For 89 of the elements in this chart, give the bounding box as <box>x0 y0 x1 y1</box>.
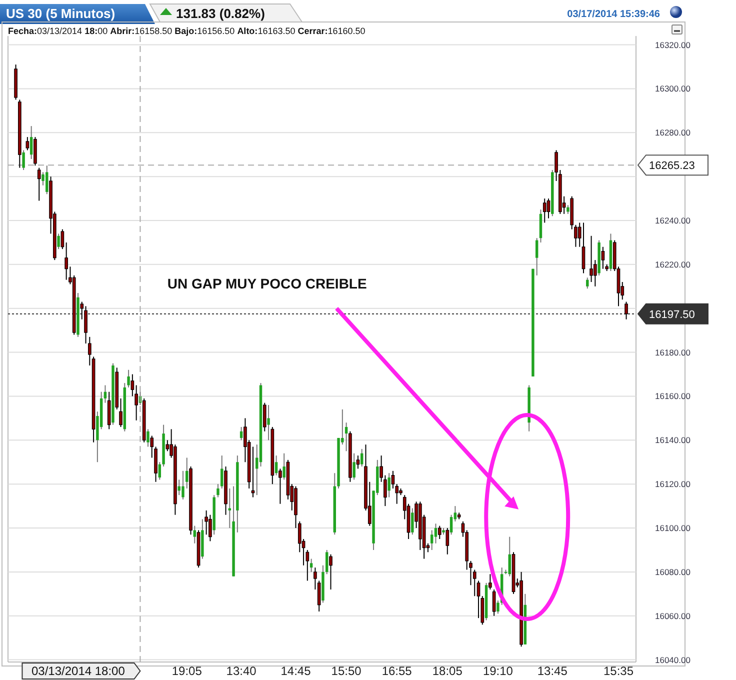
y-tick-label: 16300.00 <box>655 84 691 94</box>
candlestick <box>329 554 332 590</box>
candlestick <box>360 448 364 468</box>
candlestick <box>344 422 348 452</box>
candlestick <box>57 233 60 250</box>
candlestick <box>624 301 628 320</box>
y-tick-label: 16180.00 <box>655 347 691 358</box>
candlestick <box>472 569 476 597</box>
candlestick <box>22 150 25 170</box>
y-tick-label: 16100.00 <box>655 523 691 534</box>
candlestick <box>262 402 266 432</box>
candlestick <box>326 549 328 575</box>
y-tick-label: 16220.00 <box>655 259 691 270</box>
candlestick <box>492 589 496 616</box>
candlestick <box>146 428 150 448</box>
y-tick-label: 16280.00 <box>655 128 691 138</box>
candlestick <box>352 452 356 480</box>
candlestick <box>535 238 538 276</box>
crosshair: 03/13/2014 18:00 <box>22 36 141 680</box>
candlestick <box>182 470 184 500</box>
candlestick <box>411 508 414 536</box>
candlestick <box>37 167 41 202</box>
candlestick <box>220 455 224 489</box>
candlestick <box>216 484 220 498</box>
x-tick-label: 13:40 <box>226 664 257 678</box>
candlestick <box>582 222 586 274</box>
candlestick <box>60 228 64 250</box>
candlestick <box>508 536 511 577</box>
candlestick <box>430 530 434 550</box>
x-tick-label: 15:35 <box>603 664 634 678</box>
y-tick-label: 16080.00 <box>655 566 691 577</box>
candlestick <box>282 452 286 480</box>
x-tick-label: 19:10 <box>482 664 514 678</box>
candlestick <box>601 246 605 270</box>
candlestick <box>278 468 282 504</box>
y-tick-label: 16320.00 <box>655 40 691 50</box>
candlestick <box>434 523 438 544</box>
candlestick <box>267 404 270 441</box>
y-tick-label: 16060.00 <box>655 610 691 621</box>
candlestick <box>488 574 492 590</box>
annotation: UN GAP MUY POCO CREIBLE <box>167 276 367 292</box>
chart-title: US 30 (5 Minutos) <box>6 6 116 21</box>
candlestick <box>46 165 48 195</box>
candlestick <box>356 455 360 470</box>
candlestick <box>240 426 243 441</box>
ref-line-label: 16265.23 <box>649 160 695 172</box>
candlestick <box>104 384 107 404</box>
x-tick-label: 18:05 <box>432 664 463 678</box>
y-tick-label: 16140.00 <box>655 435 691 446</box>
candlestick <box>310 558 313 572</box>
x-tick-label: 13:45 <box>537 664 568 678</box>
candlestick <box>391 470 395 489</box>
candlestick <box>64 242 68 280</box>
ref-line-label: 16197.50 <box>649 308 695 321</box>
candlestick <box>26 136 30 151</box>
text: 03/17/2014 15:39:46 <box>567 9 660 20</box>
candlestick <box>438 525 442 540</box>
candlestick <box>193 525 196 544</box>
chart-subtitle: 131.83 (0.82%) <box>176 6 265 21</box>
candlestick <box>317 580 321 612</box>
candlestick <box>178 479 180 496</box>
candlestick <box>274 455 278 476</box>
candlestick <box>542 198 546 224</box>
candlestick <box>30 126 33 160</box>
candlestick <box>496 600 500 614</box>
candlestick <box>314 567 317 590</box>
candlestick <box>590 235 593 283</box>
candlestick <box>546 198 550 219</box>
candlestick <box>186 457 188 489</box>
x-tick-label: 15:50 <box>331 664 362 678</box>
y-tick-label: 16120.00 <box>655 479 691 490</box>
candlestick <box>127 369 130 388</box>
candlestick <box>476 580 480 619</box>
x-tick-label: 19:05 <box>172 664 202 678</box>
candlestick <box>586 277 589 290</box>
candlestick <box>446 528 450 555</box>
candlestick <box>166 440 170 452</box>
y-tick-label: 16040.00 <box>655 654 691 665</box>
candlestick <box>388 472 390 498</box>
y-tick-label: 16160.00 <box>655 391 691 402</box>
candlestick <box>208 514 212 542</box>
candlestick <box>228 488 232 529</box>
candlestick <box>158 462 162 480</box>
x-tick-label: 14:45 <box>280 664 312 678</box>
x-tick-label: 16:55 <box>382 664 412 678</box>
candlestick <box>119 398 122 428</box>
text: Fecha:03/13/2014 18:00 Abrir:16158.50 Bajo:16156.50 Alto:16163.50 Cerrar:16160.50 <box>8 26 366 36</box>
candlestick <box>450 514 453 536</box>
y-tick-label: 16240.00 <box>655 216 691 226</box>
